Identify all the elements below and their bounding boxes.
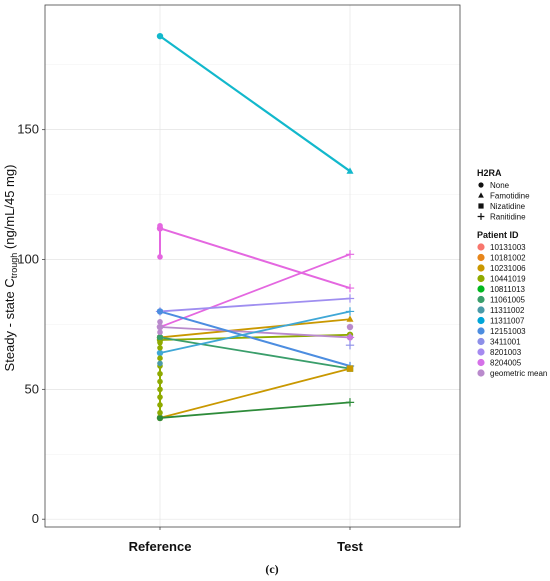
legend-item-label: Famotidine xyxy=(490,192,530,201)
legend-item-label: 10181002 xyxy=(490,254,526,263)
series-line xyxy=(159,253,351,328)
legend-swatch xyxy=(477,337,485,346)
point-circle xyxy=(346,323,354,331)
series-line xyxy=(159,310,351,367)
series-line xyxy=(159,310,351,354)
legend-title: Patient ID xyxy=(477,230,519,240)
legend-item-label: 3411001 xyxy=(490,338,521,347)
point-circle xyxy=(157,329,163,336)
x-tick-label: Test xyxy=(337,539,363,554)
legend-swatch xyxy=(477,306,485,314)
point-circle xyxy=(157,254,163,260)
series-layer xyxy=(159,35,351,419)
series-line xyxy=(159,336,351,370)
point-plus xyxy=(477,213,485,220)
legend-swatch xyxy=(477,327,485,335)
point-circle xyxy=(157,394,163,400)
legend-swatch xyxy=(477,243,485,251)
legend-swatch xyxy=(477,285,485,293)
legend-item-label: 11311007 xyxy=(490,317,525,326)
y-axis-label: Steady - state Ctrough (ng/mL/45 mg) xyxy=(2,165,19,372)
y-ticks: 0 50 100 150 xyxy=(17,122,45,526)
point-plus xyxy=(345,250,355,259)
point-circle xyxy=(157,339,163,346)
point-circle xyxy=(156,308,164,315)
point-circle xyxy=(157,222,163,229)
point-circle xyxy=(157,370,163,377)
legend-item-label: 10441019 xyxy=(490,275,526,284)
point-circle xyxy=(157,378,163,385)
point-circle xyxy=(157,319,163,325)
point-plus xyxy=(345,341,355,350)
point-circle xyxy=(157,409,163,416)
legend-item-label: Ranitidine xyxy=(490,213,526,222)
point-circle xyxy=(157,402,163,408)
point-plus xyxy=(345,398,355,407)
legend-title: H2RA xyxy=(477,168,502,178)
legend-swatch xyxy=(477,274,485,283)
point-circle xyxy=(157,386,163,393)
y-tick-label: 0 xyxy=(32,511,39,526)
y-tick-label: 50 xyxy=(25,381,39,396)
figure-caption: (c) xyxy=(265,562,278,576)
legend-swatch xyxy=(477,348,485,356)
legend-item-label: Nizatidine xyxy=(490,202,526,211)
plot-frame xyxy=(44,4,461,528)
x-ticks: Reference Test xyxy=(129,527,364,554)
legend-item-label: geometric mean xyxy=(490,369,547,378)
point-circle xyxy=(157,355,163,361)
point-triangle xyxy=(346,315,354,322)
legend-swatch xyxy=(477,316,485,325)
series-line xyxy=(159,297,351,313)
points-layer xyxy=(155,32,355,422)
legend-item-label: 8201003 xyxy=(490,348,522,357)
point-plus xyxy=(345,307,355,316)
legend-item-label: 10811013 xyxy=(490,285,526,294)
legend-swatch xyxy=(477,295,485,304)
point-plus xyxy=(345,294,355,303)
legend-swatch xyxy=(477,358,485,367)
point-circle xyxy=(156,323,164,331)
legend-swatch xyxy=(477,264,485,272)
series-line xyxy=(159,227,351,290)
point-circle xyxy=(156,334,164,341)
legend-item-label: 11061005 xyxy=(490,296,526,305)
point-circle xyxy=(156,349,164,357)
legend-item-label: 8204005 xyxy=(490,359,522,368)
point-plus xyxy=(345,283,355,293)
point-circle xyxy=(157,360,163,367)
point-square xyxy=(478,203,484,209)
point-square xyxy=(346,365,354,372)
y-tick-label: 100 xyxy=(17,252,39,267)
point-circle xyxy=(157,345,163,351)
point-circle xyxy=(156,32,164,40)
point-circle xyxy=(478,182,484,188)
series-line xyxy=(159,401,351,419)
y-tick-label: 150 xyxy=(17,122,39,137)
legend-item-label: 10231006 xyxy=(490,264,526,273)
x-tick-label: Reference xyxy=(129,539,192,554)
point-triangle xyxy=(346,167,354,174)
series-line xyxy=(159,318,351,339)
legend-item-label: 11311002 xyxy=(490,306,525,315)
legend-item-label: 10131003 xyxy=(490,243,526,252)
legend-item-label: 12151003 xyxy=(490,327,526,336)
legend-item-label: None xyxy=(490,181,510,190)
point-triangle xyxy=(478,192,484,198)
series-line xyxy=(159,367,351,419)
legend-swatch xyxy=(477,253,485,262)
legend-swatch xyxy=(477,369,485,377)
series-line xyxy=(159,35,351,173)
point-plus xyxy=(345,333,355,342)
point-circle xyxy=(156,414,164,422)
grid xyxy=(45,5,460,527)
